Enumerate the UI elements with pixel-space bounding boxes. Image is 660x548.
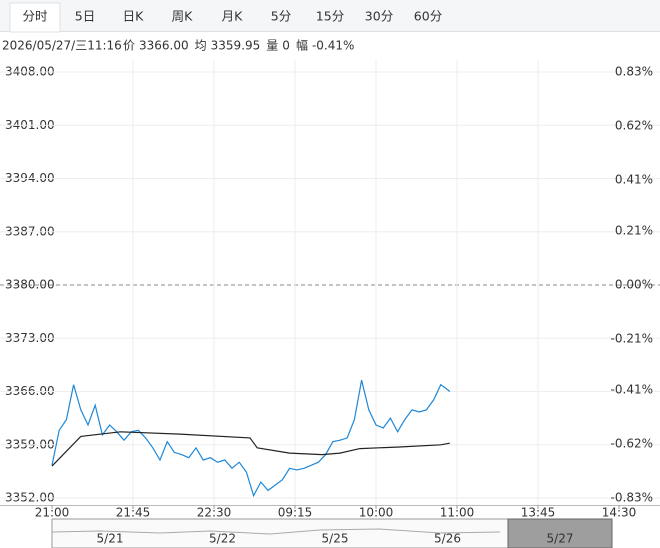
tab[interactable]: 周K <box>172 9 194 24</box>
navigator-label: 5/21 <box>97 532 124 546</box>
y2-tick-label: 0.00% <box>615 278 653 292</box>
y2-tick-label: 0.83% <box>615 65 653 79</box>
x-tick-label: 13:45 <box>521 506 556 520</box>
y2-tick-label: -0.21% <box>611 331 653 345</box>
info-label: 价 <box>123 39 135 53</box>
x-tick-label: 21:45 <box>116 506 151 520</box>
tab[interactable]: 月K <box>222 9 244 24</box>
info-value: 0 <box>282 39 290 53</box>
series-line <box>51 431 450 467</box>
navigator-label: 5/22 <box>209 532 236 546</box>
navigator-selection[interactable] <box>507 518 613 548</box>
tab[interactable]: 分时 <box>22 9 48 24</box>
tab-bar <box>0 0 660 32</box>
x-tick-label: 10:00 <box>359 506 394 520</box>
x-tick-label: 14:30 <box>602 506 637 520</box>
y2-tick-label: 0.62% <box>615 118 653 132</box>
info-value: -0.41% <box>312 39 354 53</box>
navigator-line <box>51 528 501 535</box>
y2-tick-label: 0.21% <box>615 224 653 238</box>
x-tick-label: 11:00 <box>440 506 475 520</box>
navigator-label: 5/26 <box>434 532 461 546</box>
y2-tick-label: -0.62% <box>611 437 653 451</box>
y2-tick-label: -0.41% <box>611 383 653 397</box>
info-time: 2026/05/27/三11:16 <box>2 39 122 53</box>
navigator-label: 5/27 <box>547 532 574 546</box>
tab[interactable]: 15分 <box>316 9 344 24</box>
x-tick-label: 09:15 <box>278 506 313 520</box>
info-value: 3359.95 <box>211 39 261 53</box>
info-value: 3366.00 <box>139 39 189 53</box>
tab[interactable]: 日K <box>123 9 145 24</box>
series-line <box>51 379 451 498</box>
info-label: 均 <box>195 39 207 53</box>
info-label: 幅 <box>296 38 308 53</box>
navigator-label: 5/25 <box>322 532 349 546</box>
x-tick-label: 21:00 <box>35 506 70 520</box>
tab[interactable]: 5日 <box>75 9 95 24</box>
tab[interactable]: 30分 <box>365 9 393 24</box>
info-label: 量 <box>266 39 278 53</box>
x-tick-label: 22:30 <box>197 506 232 520</box>
y2-tick-label: 0.41% <box>615 172 653 186</box>
tab-selected <box>9 2 61 33</box>
y2-tick-label: -0.83% <box>611 491 653 505</box>
tab[interactable]: 60分 <box>414 9 442 24</box>
tab[interactable]: 5分 <box>271 9 291 24</box>
